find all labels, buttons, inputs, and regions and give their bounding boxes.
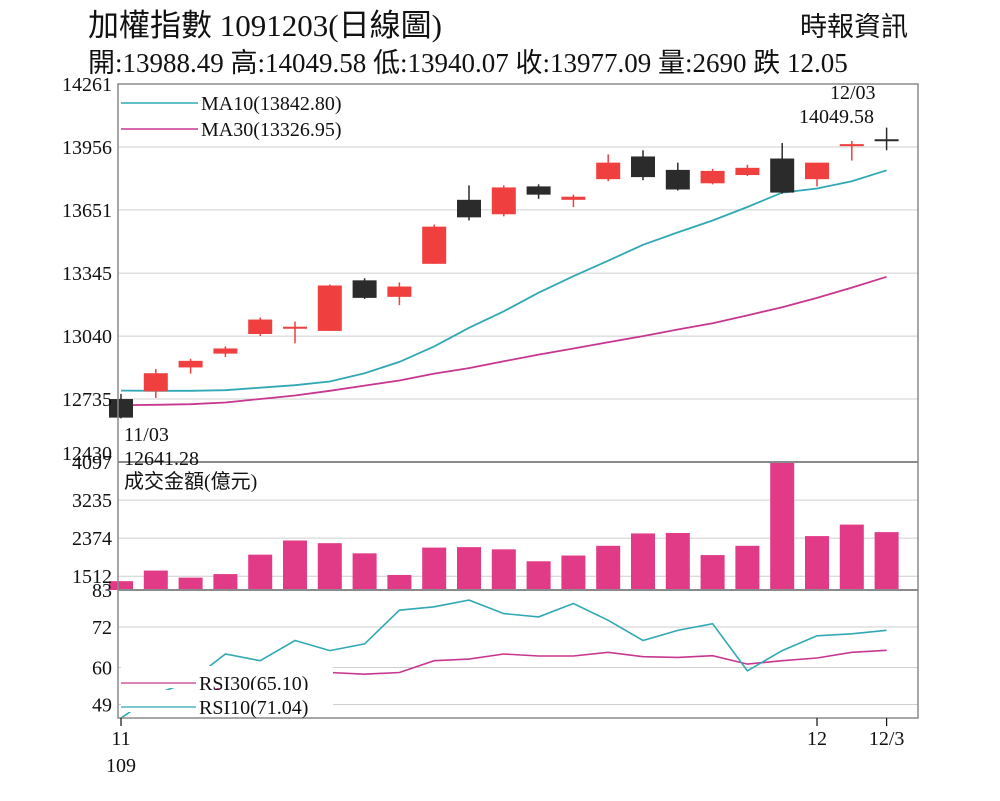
rsi-tick-label: 60 xyxy=(92,657,112,679)
volume-bar xyxy=(839,524,864,590)
candle-body xyxy=(700,170,725,184)
ma30-line xyxy=(120,275,887,407)
price-tick-label: 14261 xyxy=(62,74,112,96)
x-tick-label: 12 xyxy=(807,728,827,750)
x-tick-label: 12/3 xyxy=(869,728,905,750)
candle-body xyxy=(213,348,238,354)
candle-body xyxy=(422,226,447,264)
volume-bar xyxy=(283,540,307,590)
candle-body xyxy=(770,158,795,193)
rsi10-line xyxy=(120,599,887,719)
price-tick-label: 13651 xyxy=(62,200,112,222)
ma-legend-label: MA10(13842.80) xyxy=(201,93,342,115)
volume-tick-label: 1512 xyxy=(72,566,112,588)
price-tick-label: 12735 xyxy=(62,389,112,411)
volume-bar xyxy=(874,532,899,590)
volume-bar xyxy=(665,533,690,590)
rsi-legend-label: RSI30(65.10) xyxy=(199,673,308,695)
volume-bar xyxy=(805,536,829,590)
volume-tick-label: 3235 xyxy=(72,490,112,512)
candle-body xyxy=(596,162,621,180)
volume-bar xyxy=(561,555,586,590)
volume-bar xyxy=(387,574,412,590)
high-value-label: 14049.58 xyxy=(799,106,874,128)
rsi-tick-label: 72 xyxy=(92,617,112,639)
candle-body xyxy=(491,187,516,215)
volume-tick-label: 2374 xyxy=(72,528,112,550)
rsi-tick-label: 49 xyxy=(92,695,112,717)
candle-body xyxy=(178,360,203,368)
candle-body xyxy=(457,199,481,218)
low-date-label: 11/03 xyxy=(124,424,169,446)
candle-body xyxy=(109,399,133,418)
high-date-label: 12/03 xyxy=(830,82,876,104)
volume-bar xyxy=(317,543,342,590)
candle-body xyxy=(735,167,760,176)
volume-bar xyxy=(457,547,481,590)
candle-body xyxy=(248,319,273,335)
price-tick-label: 13040 xyxy=(62,326,112,348)
volume-bar xyxy=(596,545,621,590)
price-tick-label: 13956 xyxy=(62,137,112,159)
rsi-tick-label: 83 xyxy=(92,580,112,602)
chart-title: 加權指數 1091203(日線圖) xyxy=(88,8,442,43)
price-panel xyxy=(109,127,899,419)
x-tick-label: 11 xyxy=(111,728,130,750)
low-value-label: 12641.28 xyxy=(124,448,199,470)
volume-panel xyxy=(109,462,899,590)
candle-body xyxy=(317,285,342,331)
plot-border xyxy=(117,83,919,719)
ma10-line xyxy=(120,169,887,392)
volume-bar xyxy=(248,554,273,590)
x-year-label: 109 xyxy=(106,755,136,777)
volume-bar xyxy=(700,555,725,590)
volume-bar xyxy=(526,561,551,590)
gridlines xyxy=(118,83,918,706)
ohlc-summary: 開:13988.49 高:14049.58 低:13940.07 收:13977… xyxy=(88,48,848,78)
candle-body xyxy=(665,169,690,190)
candle-body xyxy=(143,373,168,392)
volume-bar xyxy=(631,533,655,590)
volume-bar xyxy=(770,462,795,590)
candle-body xyxy=(526,186,551,195)
volume-bar xyxy=(178,577,203,590)
rsi-legend-label: RSI10(71.04) xyxy=(199,697,308,719)
volume-tick-label: 4097 xyxy=(72,452,112,474)
source-label: 時報資訊 xyxy=(800,12,908,42)
volume-bar xyxy=(143,570,168,590)
candle-body xyxy=(387,286,412,297)
chart-frame xyxy=(117,83,919,719)
volume-bar xyxy=(735,545,760,590)
volume-bar xyxy=(352,553,377,590)
ma-legend-label: MA30(13326.95) xyxy=(201,119,342,141)
price-tick-label: 12430 xyxy=(62,443,112,465)
candle-body xyxy=(352,280,377,298)
volume-bar xyxy=(422,547,447,590)
candle-body xyxy=(805,162,829,180)
price-tick-label: 13345 xyxy=(62,263,112,285)
candle-body xyxy=(631,156,655,178)
volume-bar xyxy=(109,581,133,590)
volume-title: 成交金額(億元) xyxy=(124,470,257,493)
volume-bar xyxy=(491,549,516,590)
candle-body xyxy=(561,196,586,200)
volume-bar xyxy=(213,574,238,590)
